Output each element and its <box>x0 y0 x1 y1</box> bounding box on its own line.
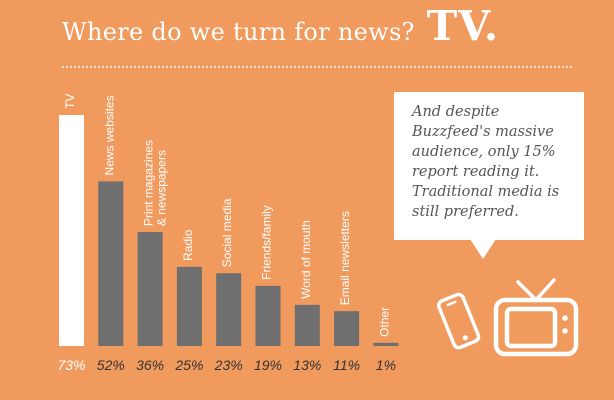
callout-pointer <box>470 239 496 259</box>
category-label: Word of mouth <box>299 220 313 298</box>
value-label: 36% <box>136 357 164 373</box>
value-label: 25% <box>174 357 203 373</box>
bar-7 <box>334 311 360 346</box>
bar-8 <box>373 342 399 346</box>
value-label: 11% <box>333 357 360 373</box>
category-label: Email newsletters <box>338 211 352 305</box>
dotted-divider <box>62 66 572 68</box>
value-label: 73% <box>57 357 85 373</box>
category-label: Other <box>377 307 391 337</box>
bar-2 <box>137 232 163 346</box>
value-label: 13% <box>293 357 321 373</box>
bar-0 <box>59 115 84 346</box>
phone-icon <box>436 292 481 350</box>
bar-4 <box>216 273 242 346</box>
category-label: & newspapers <box>155 150 169 226</box>
callout-box: And despite Buzzfeed's massive audience,… <box>394 92 584 240</box>
value-label: 23% <box>214 357 243 373</box>
bar-3 <box>176 266 202 346</box>
title-main: Where do we turn for news? <box>62 18 415 46</box>
chart-title: Where do we turn for news? TV. <box>62 2 499 52</box>
value-label: 52% <box>97 357 125 373</box>
category-label: Social media <box>220 198 234 267</box>
category-label: TV <box>63 94 77 109</box>
value-label: 1% <box>376 357 396 373</box>
bar-5 <box>255 285 281 346</box>
category-label: News websites <box>102 95 116 175</box>
title-emphasis: TV. <box>426 2 500 50</box>
category-label: Print magazines <box>142 140 156 226</box>
bar-1 <box>98 181 124 346</box>
value-label: 19% <box>254 357 282 373</box>
tv-icon <box>493 278 579 357</box>
category-label: Friends/family <box>260 205 274 280</box>
callout-text: And despite Buzzfeed's massive audience,… <box>412 104 560 220</box>
category-label: Radio <box>181 229 195 261</box>
bar-6 <box>294 304 320 346</box>
